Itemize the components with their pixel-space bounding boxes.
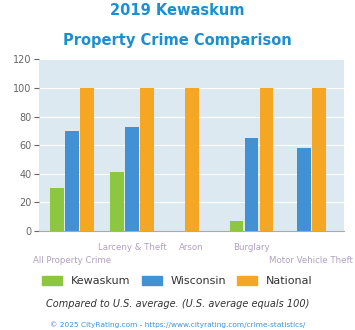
Bar bbox=[50, 188, 64, 231]
Legend: Kewaskum, Wisconsin, National: Kewaskum, Wisconsin, National bbox=[38, 271, 317, 290]
Text: Larceny & Theft: Larceny & Theft bbox=[98, 243, 166, 251]
Text: Compared to U.S. average. (U.S. average equals 100): Compared to U.S. average. (U.S. average … bbox=[46, 299, 309, 309]
Bar bbox=[312, 88, 326, 231]
Bar bbox=[245, 138, 258, 231]
Text: Burglary: Burglary bbox=[233, 243, 270, 251]
Text: All Property Crime: All Property Crime bbox=[33, 256, 111, 265]
Bar bbox=[230, 221, 244, 231]
Bar bbox=[65, 131, 79, 231]
Bar bbox=[140, 88, 154, 231]
Text: © 2025 CityRating.com - https://www.cityrating.com/crime-statistics/: © 2025 CityRating.com - https://www.city… bbox=[50, 322, 305, 328]
Bar bbox=[80, 88, 94, 231]
Text: Property Crime Comparison: Property Crime Comparison bbox=[63, 33, 292, 48]
Bar bbox=[185, 88, 198, 231]
Text: Arson: Arson bbox=[179, 243, 204, 251]
Bar bbox=[260, 88, 273, 231]
Text: 2019 Kewaskum: 2019 Kewaskum bbox=[110, 3, 245, 18]
Bar bbox=[125, 127, 139, 231]
Bar bbox=[110, 172, 124, 231]
Bar bbox=[297, 148, 311, 231]
Text: Motor Vehicle Theft: Motor Vehicle Theft bbox=[269, 256, 353, 265]
